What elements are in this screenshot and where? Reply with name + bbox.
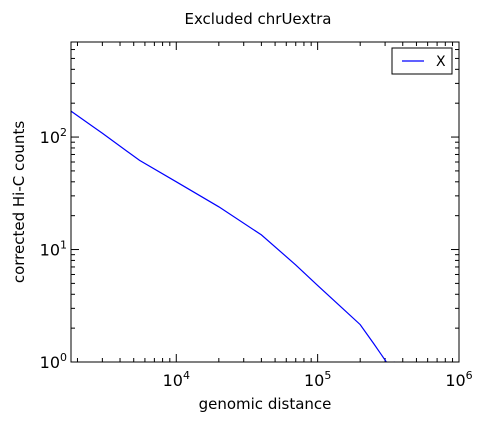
x-tick-label: 105 — [304, 369, 331, 390]
y-tick-label: 102 — [40, 126, 67, 147]
axes-frame — [70, 41, 460, 363]
y-tick-label: 101 — [40, 239, 67, 260]
y-tick-label-base: 10 — [40, 353, 60, 372]
x-tick-label-exponent: 5 — [324, 369, 331, 382]
x-tick-label: 104 — [163, 369, 190, 390]
y-tick-label-base: 10 — [40, 128, 60, 147]
plot-area — [71, 110, 395, 362]
y-tick-label: 100 — [40, 351, 67, 372]
x-tick-label-base: 10 — [445, 371, 465, 390]
y-tick-label-exponent: 1 — [60, 239, 67, 252]
chart-title: Excluded chrUextra — [184, 10, 331, 28]
x-tick-label-exponent: 6 — [466, 369, 473, 382]
y-axis-label: corrected Hi-C counts — [10, 121, 28, 283]
x-tick-label-exponent: 4 — [183, 369, 190, 382]
y-tick-label-exponent: 0 — [60, 351, 67, 364]
series-line — [71, 110, 395, 362]
x-axis-label: genomic distance — [199, 395, 332, 413]
x-tick-label-base: 10 — [163, 371, 183, 390]
legend-label: X — [436, 54, 446, 70]
x-tick-label-base: 10 — [304, 371, 324, 390]
x-tick-label: 106 — [445, 369, 472, 390]
y-tick-label-base: 10 — [40, 241, 60, 260]
y-tick-label-exponent: 2 — [60, 126, 67, 139]
legend: X — [391, 47, 453, 75]
